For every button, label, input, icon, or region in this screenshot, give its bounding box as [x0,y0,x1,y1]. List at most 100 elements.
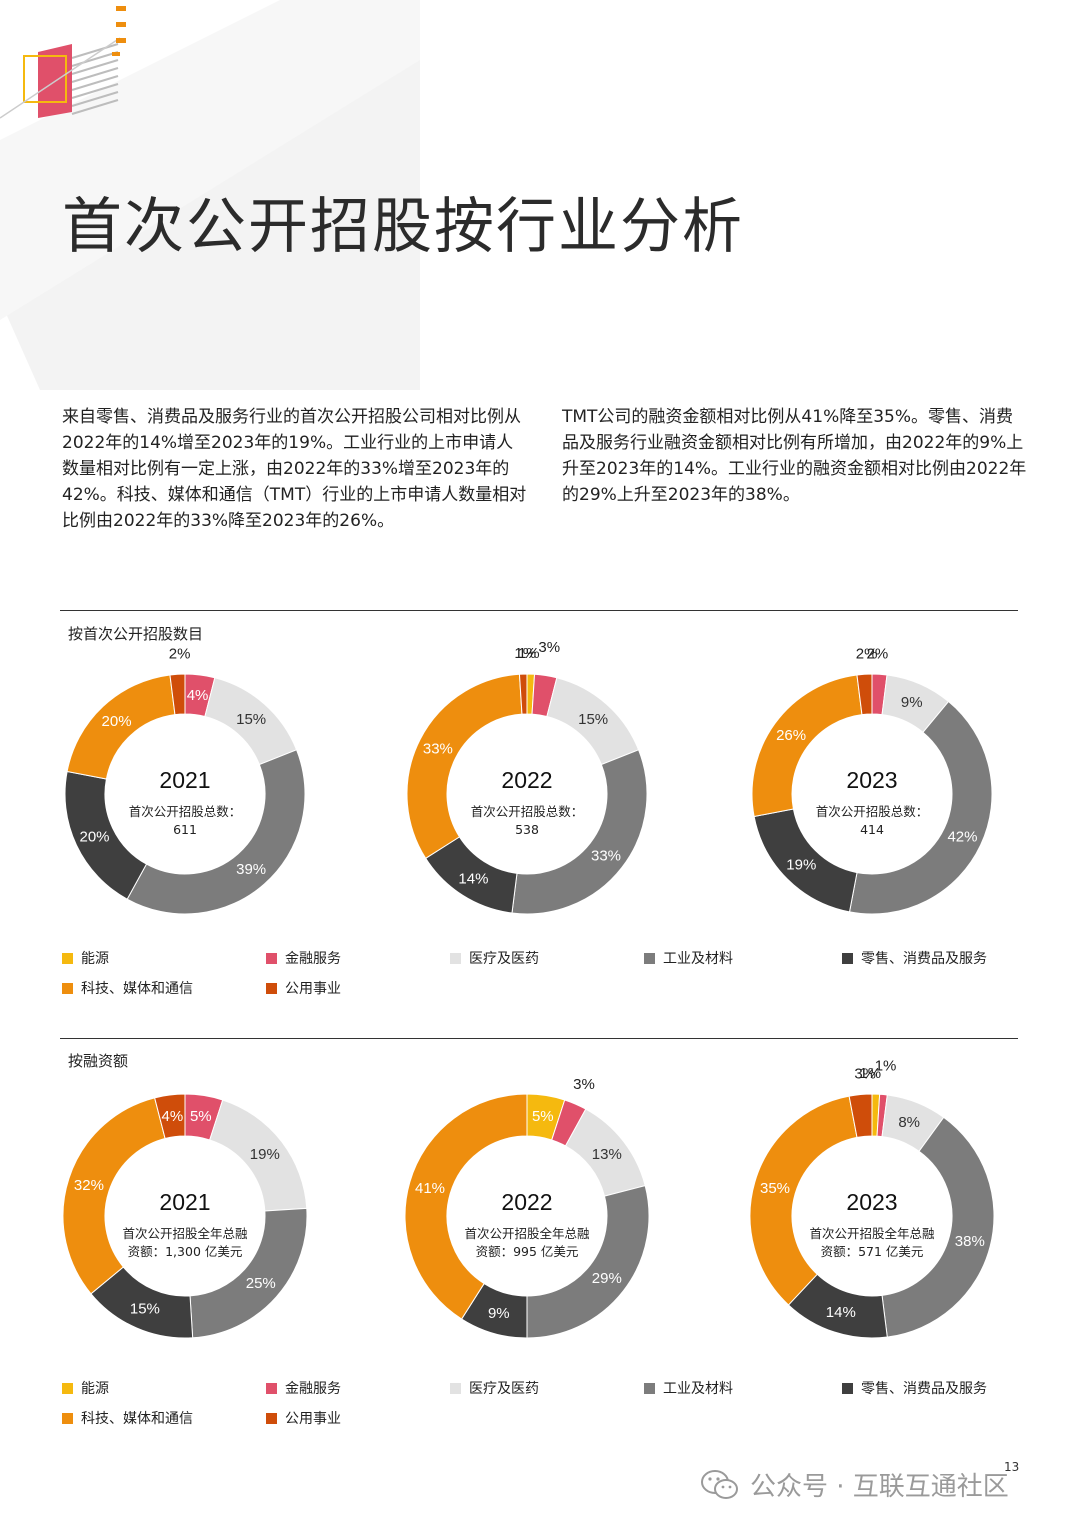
legend-amount: 能源 金融服务 医疗及医药 工业及材料 零售、消费品及服务科技、媒体和通信 公用事业 [0,1378,1080,1448]
legend-item-amount-3: 工业及材料 [644,1378,733,1398]
slice-label-2023-4: 19% [786,857,816,874]
legend-label: 公用事业 [285,1411,341,1427]
slice-label-2022-3: 33% [591,847,621,864]
slice-2021-6 [154,1093,186,1140]
legend-swatch [450,1382,461,1394]
slice-2022-3 [526,1185,650,1339]
donut-year: 2021 [159,767,210,793]
donut-year: 2021 [159,1189,210,1215]
slice-2021-6 [169,673,186,716]
slice-label-2022-4: 14% [458,870,488,887]
slice-label-2021-5: 32% [74,1177,104,1194]
legend-label: 工业及材料 [663,951,733,967]
slice-label-2021-3: 25% [246,1275,276,1292]
slice-label-2023-2: 9% [901,694,923,711]
legend-swatch [266,952,277,964]
slice-label-2023-4: 14% [826,1304,856,1321]
donut-center-label: 首次公开招股全年总融 [464,1226,590,1241]
legend-item-amount-0: 能源 [62,1378,109,1398]
legend-count: 能源 金融服务 医疗及医药 工业及材料 零售、消费品及服务 科技、媒体和通信 公用事业 [0,948,1080,1018]
slice-label-2021-6: 2% [169,645,191,662]
donut-year: 2022 [501,1189,552,1215]
legend-label: 科技、媒体和通信 [81,981,193,997]
legend-label: 能源 [81,951,109,967]
slice-label-2022-5: 41% [415,1180,445,1197]
donut-center-value: 538 [515,822,539,837]
slice-label-2023-5: 26% [776,727,806,744]
legend-item-amount-1: 金融服务 [266,1378,341,1398]
watermark: 公众号 · 互联互通社区 [700,1466,1009,1503]
legend-item-amount-2: 医疗及医药 [450,1378,539,1398]
slice-label-2023-1: 2% [867,645,889,662]
slice-label-2022-0: 1% [514,645,536,662]
slice-label-2022-3: 29% [592,1270,622,1287]
slice-2023-3 [848,700,993,915]
slice-label-2022-2: 13% [592,1146,622,1163]
slice-label-2022-4: 9% [488,1305,510,1322]
legend-label: 科技、媒体和通信 [81,1411,193,1427]
donut-center-value: 资额：995 亿美元 [476,1244,579,1259]
slice-label-2021-3: 39% [236,861,266,878]
legend-swatch [842,1382,853,1394]
donut-center-value: 资额：1,300 亿美元 [128,1244,243,1259]
donut-year: 2023 [846,1189,897,1215]
donut-charts-count: 4% 15% 39% 20% 20% 2% 2021 首次公开招股总数： 611 1% 3% 15% 3… [64,640,993,915]
slice-2022-6 [518,673,528,715]
legend-label: 工业及材料 [663,1381,733,1397]
legend-swatch [62,952,73,964]
section-title-amount: 按融资额 [68,1052,129,1070]
slice-2021-3 [126,749,306,915]
donut-center-value: 611 [173,822,197,837]
donut-year: 2023 [846,767,897,793]
slice-2021-5 [62,1097,166,1295]
legend-label: 零售、消费品及服务 [861,1381,987,1397]
donut-center-label: 首次公开招股总数： [129,804,242,819]
page-title: 首次公开招股按行业分析 [62,192,744,262]
legend-label: 医疗及医药 [469,951,539,967]
slice-label-2021-5: 20% [102,713,132,730]
legend-item-count-6: 公用事业 [266,978,341,998]
section-title-count: 按首次公开招股数目 [68,625,204,643]
legend-swatch [62,1382,73,1394]
slice-2023-5 [749,1095,858,1306]
section-divider-amount [60,1038,1018,1039]
slice-label-2023-3: 42% [947,829,977,846]
legend-label: 金融服务 [285,1381,341,1397]
slice-label-2023-6: 3% [854,1066,876,1083]
slice-label-2023-5: 35% [760,1180,790,1197]
legend-label: 公用事业 [285,981,341,997]
slice-label-2021-6: 4% [161,1108,183,1125]
donut-center-value: 资额：571 亿美元 [821,1244,924,1259]
section-divider-count [60,610,1018,611]
slice-label-2021-1: 5% [190,1108,212,1125]
intro-paragraph-right: TMT公司的融资金额相对比例从41%降至35%。零售、消费品及服务行业融资金额相… [562,407,1027,505]
slice-label-2021-2: 15% [236,711,266,728]
donut-center-label: 首次公开招股总数： [816,804,929,819]
slice-label-2022-1: 3% [573,1076,595,1093]
donut-center-label: 首次公开招股总数： [471,804,584,819]
legend-item-count-2: 医疗及医药 [450,948,539,968]
intro-paragraph-left: 来自零售、消费品及服务行业的首次公开招股公司相对比例从2022年的14%增至20… [62,407,527,531]
donut-center-label: 首次公开招股全年总融 [122,1226,248,1241]
donut-year: 2022 [501,767,552,793]
page-number: 13 [1004,1460,1020,1474]
legend-swatch [62,982,73,994]
slice-label-2022-6: 1% [518,645,540,662]
legend-swatch [842,952,853,964]
slice-label-2022-5: 33% [423,741,453,758]
slice-label-2022-1: 3% [538,640,560,656]
slice-label-2021-4: 20% [80,829,110,846]
watermark-text: 公众号 · 互联互通社区 [750,1472,1009,1502]
slice-2022-5 [406,673,523,859]
donut-center-value: 414 [860,822,884,837]
legend-item-count-3: 工业及材料 [644,948,733,968]
donut-2022-count: 1% 3% 15% 33% 14% 33% 1% 2022 首次公开招股总数： 538 [406,640,648,915]
legend-swatch [450,952,461,964]
slice-label-2023-2: 8% [898,1114,920,1131]
slice-label-2022-0: 5% [532,1108,554,1125]
slice-label-2021-2: 19% [250,1146,280,1163]
legend-item-amount-5: 科技、媒体和通信 [62,1408,193,1428]
